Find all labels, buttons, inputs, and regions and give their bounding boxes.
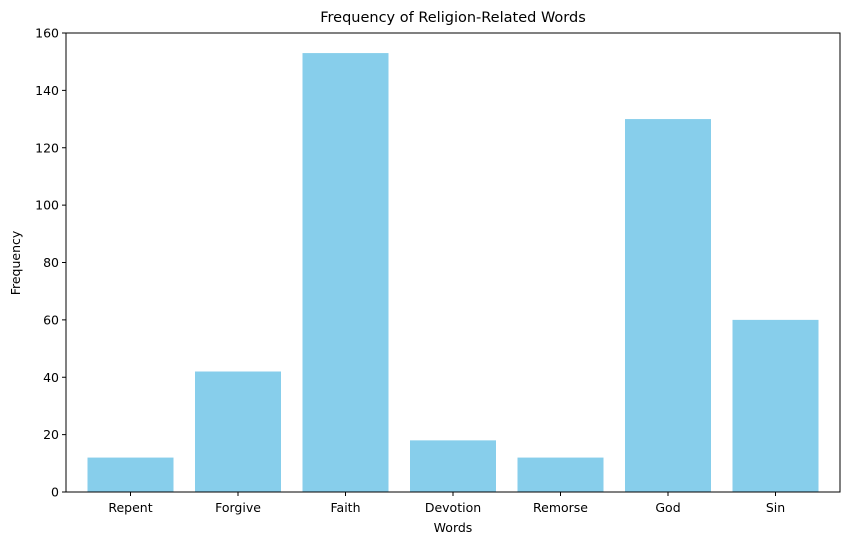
- bar-faith: [302, 53, 389, 493]
- x-tick-label: Devotion: [425, 500, 481, 515]
- bar-god: [625, 119, 711, 492]
- x-tick-label: Remorse: [533, 500, 588, 515]
- y-axis-label: Frequency: [8, 230, 23, 295]
- y-tick-label: 100: [35, 198, 59, 213]
- y-tick-label: 40: [43, 370, 59, 385]
- x-tick-label: Faith: [331, 500, 361, 515]
- y-tick-label: 20: [43, 427, 59, 442]
- bar-remorse: [517, 457, 604, 492]
- y-tick-label: 140: [35, 83, 59, 98]
- y-tick-label: 160: [35, 26, 59, 41]
- x-tick-label: Sin: [766, 500, 785, 515]
- y-tick-label: 120: [35, 140, 59, 155]
- plot-area: 0 20 40 60 80 100 120 140 160 Repent Forgive Faith D…: [35, 26, 841, 515]
- x-tick-label: Forgive: [215, 500, 261, 515]
- bar-forgive: [195, 371, 281, 492]
- y-tick-label: 80: [43, 255, 59, 270]
- x-tick-label: Repent: [108, 500, 152, 515]
- bar-repent: [87, 457, 174, 492]
- bar-sin: [732, 319, 819, 492]
- x-tick-label: God: [655, 500, 680, 515]
- bar-devotion: [410, 440, 496, 492]
- plot-frame: [65, 32, 841, 493]
- y-tick-label: 60: [43, 312, 59, 327]
- y-tick-label: 0: [51, 485, 59, 500]
- x-axis-label: Words: [434, 520, 473, 535]
- chart-title: Frequency of Religion-Related Words: [320, 10, 586, 26]
